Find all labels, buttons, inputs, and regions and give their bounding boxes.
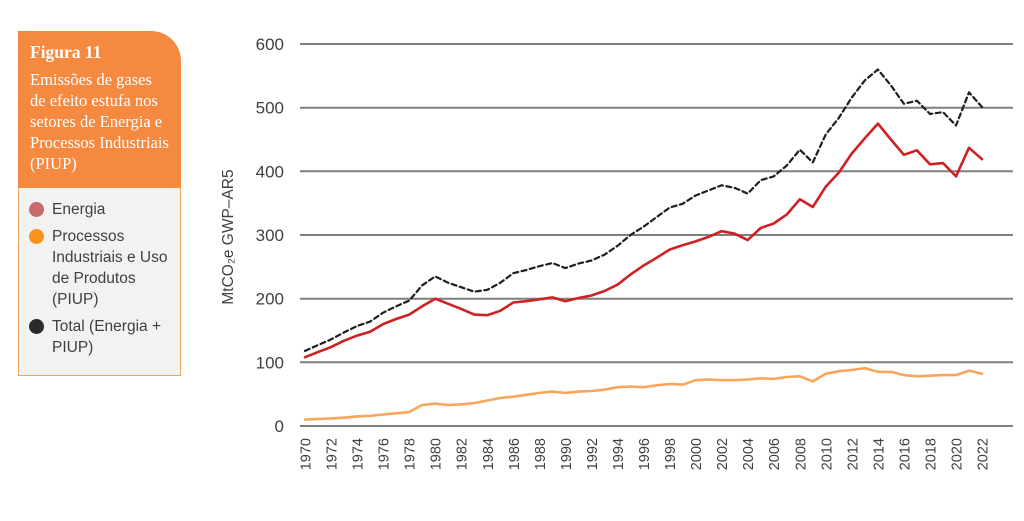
x-tick-label: 2002: [715, 438, 731, 470]
total-dot-icon: [29, 319, 44, 335]
y-tick-label: 600: [256, 35, 284, 54]
y-axis-title: MtCO₂e GWP–AR5: [220, 169, 237, 304]
x-tick-label: 1992: [585, 438, 601, 470]
legend-label-energia: Energia: [52, 200, 106, 218]
chart-legend: Energia Processos Industriais e Uso de P…: [18, 187, 181, 376]
x-tick-label: 1984: [481, 438, 497, 470]
legend-label-total: Total (Energia + PIUP): [52, 318, 161, 357]
y-tick-label: 100: [256, 353, 284, 372]
x-tick-label: 1982: [455, 438, 471, 470]
x-tick-label: 1978: [403, 438, 419, 470]
x-tick-label: 1998: [663, 438, 679, 470]
x-tick-label: 2014: [871, 438, 887, 470]
energia-dot-icon: [29, 201, 44, 217]
x-tick-label: 1990: [559, 438, 575, 470]
figure-title: Figura 11: [30, 42, 102, 62]
figure-subtitle: Emissões de gases de efeito estufa nos s…: [30, 70, 169, 174]
figure-header: Figura 11 Emissões de gases de efeito es…: [18, 31, 181, 188]
x-tick-label: 1994: [611, 438, 627, 470]
y-tick-label: 500: [256, 99, 284, 118]
x-tick-label: 1972: [325, 438, 341, 470]
x-tick-label: 1986: [507, 438, 523, 470]
legend-label-piup: Processos Industriais e Uso de Produtos …: [52, 228, 168, 308]
y-tick-label: 0: [275, 417, 284, 436]
x-tick-label: 1974: [351, 438, 367, 470]
y-tick-label: 400: [256, 162, 284, 181]
legend-item-piup: Processos Industriais e Uso de Produtos …: [29, 227, 172, 310]
line-energia: [303, 122, 984, 359]
line-processos: [303, 366, 984, 421]
x-tick-label: 2012: [845, 438, 861, 470]
y-tick-label: 300: [256, 226, 284, 245]
legend-item-total: Total (Energia + PIUP): [29, 317, 172, 359]
piup-dot-icon: [29, 229, 44, 245]
figure-panel: Figura 11 Emissões de gases de efeito es…: [18, 31, 181, 376]
y-tick-label: 200: [256, 290, 284, 309]
x-tick-label: 2000: [689, 438, 705, 470]
x-tick-label: 2008: [793, 438, 809, 470]
x-tick-label: 1996: [637, 438, 653, 470]
x-tick-label: 2020: [950, 438, 966, 470]
x-tick-label: 2022: [976, 438, 992, 470]
x-tick-label: 2006: [767, 438, 783, 470]
legend-item-energia: Energia: [29, 200, 172, 221]
x-tick-label: 2010: [819, 438, 835, 470]
x-tick-label: 2018: [924, 438, 940, 470]
x-tick-label: 1980: [429, 438, 445, 470]
x-tick-label: 1970: [299, 438, 315, 470]
x-tick-label: 2004: [741, 438, 757, 470]
x-tick-label: 2016: [897, 438, 913, 470]
line-total: [303, 68, 984, 352]
x-tick-label: 1988: [533, 438, 549, 470]
x-tick-label: 1976: [377, 438, 393, 470]
